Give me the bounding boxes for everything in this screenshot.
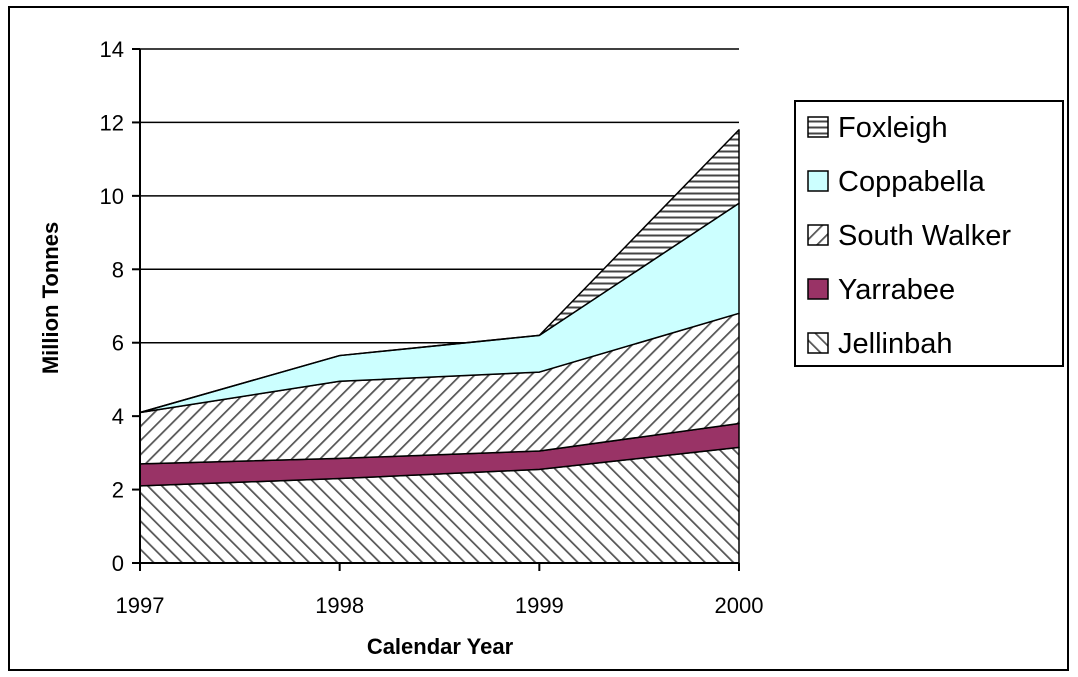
y-tick-label: 8	[112, 257, 124, 282]
legend-item-jellinbah: Jellinbah	[807, 328, 952, 360]
legend-box	[794, 100, 1064, 367]
legend-item-foxleigh: Foxleigh	[807, 112, 948, 144]
series-areas	[139, 129, 740, 564]
x-tick-label: 1999	[515, 593, 564, 618]
legend-swatch	[807, 116, 829, 138]
y-tick-label: 10	[100, 184, 124, 209]
y-tick-label: 0	[112, 551, 124, 576]
legend-swatch	[807, 332, 829, 354]
legend-label: Coppabella	[838, 166, 986, 198]
legend-item-yarrabee: Yarrabee	[807, 274, 955, 306]
y-tick-label: 12	[100, 110, 124, 135]
x-tick-label: 1998	[315, 593, 364, 618]
axes: 0 2 4 6 8 10 12 14 1997 1998 1999 2000	[100, 37, 764, 618]
series-area-foxleigh	[139, 129, 740, 414]
x-tick-label: 1997	[116, 593, 165, 618]
legend: Foxleigh Coppabella South Walker Yarrabee Je…	[794, 100, 1064, 367]
y-axis-title: Million Tonnes	[38, 222, 63, 374]
legend-label: Jellinbah	[838, 328, 952, 360]
legend-item-south-walker: South Walker	[807, 220, 1011, 252]
y-tick-label: 4	[112, 404, 124, 429]
x-tick-label: 2000	[715, 593, 764, 618]
legend-swatch	[807, 224, 829, 246]
legend-item-coppabella: Coppabella	[807, 166, 986, 198]
legend-label: Yarrabee	[838, 274, 955, 306]
y-tick-label: 6	[112, 331, 124, 356]
legend-swatch	[807, 278, 829, 300]
legend-label: Foxleigh	[838, 112, 948, 144]
y-tick-label: 14	[100, 37, 124, 62]
x-axis-title: Calendar Year	[367, 634, 514, 659]
legend-swatch	[807, 170, 829, 192]
y-tick-label: 2	[112, 478, 124, 503]
legend-label: South Walker	[838, 220, 1011, 252]
